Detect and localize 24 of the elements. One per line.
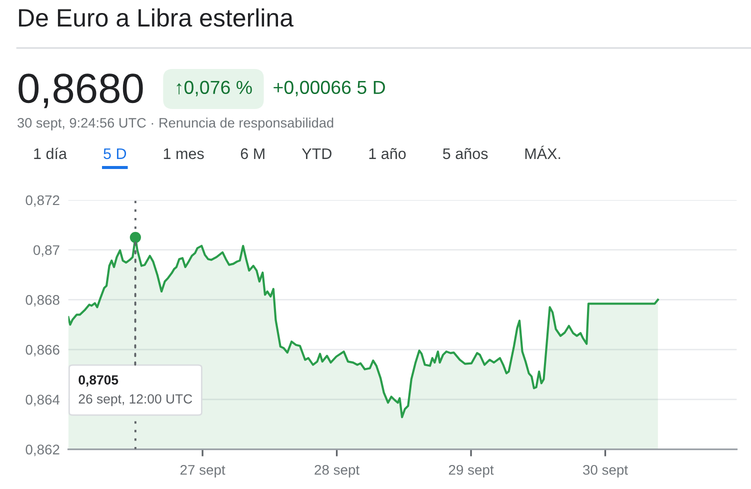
- chart-title: De Euro a Libra esterlina: [19, 8, 294, 27]
- text: 1 día: [34, 148, 67, 160]
- text: 0,8680: [18, 74, 143, 108]
- text: YTD: [302, 148, 332, 159]
- x-tick-label: 27 sept: [180, 464, 226, 478]
- x-tick-label: 29 sept: [448, 464, 494, 478]
- text: +0,00066 5 D: [274, 80, 385, 96]
- annotation: 0,8705 26 sept, 12:00 UTC: [78, 375, 192, 406]
- x-tick-label: 28 sept: [314, 464, 360, 478]
- text: MÁX.: [525, 146, 560, 159]
- text: 1 mes: [164, 148, 204, 160]
- y-tick-label: 0,864: [26, 394, 60, 406]
- y-tick-label: 0,868: [26, 295, 60, 307]
- text: 6 M: [240, 148, 264, 160]
- y-tick-label: 0,866: [26, 344, 60, 356]
- text: 5 D: [104, 148, 126, 160]
- text: 5 años: [442, 148, 488, 160]
- y-tick-label: 0,872: [26, 195, 60, 207]
- x-tick-label: 30 sept: [583, 464, 628, 478]
- text: 1 año: [369, 148, 406, 160]
- y-tick-label: 0,862: [26, 444, 60, 456]
- text: ↑0,076 %: [176, 80, 252, 96]
- text: 30 sept, 9:24:56 UTC · Renuncia de responsabilidad: [18, 118, 334, 130]
- y-tick-label: 0,87: [33, 245, 60, 257]
